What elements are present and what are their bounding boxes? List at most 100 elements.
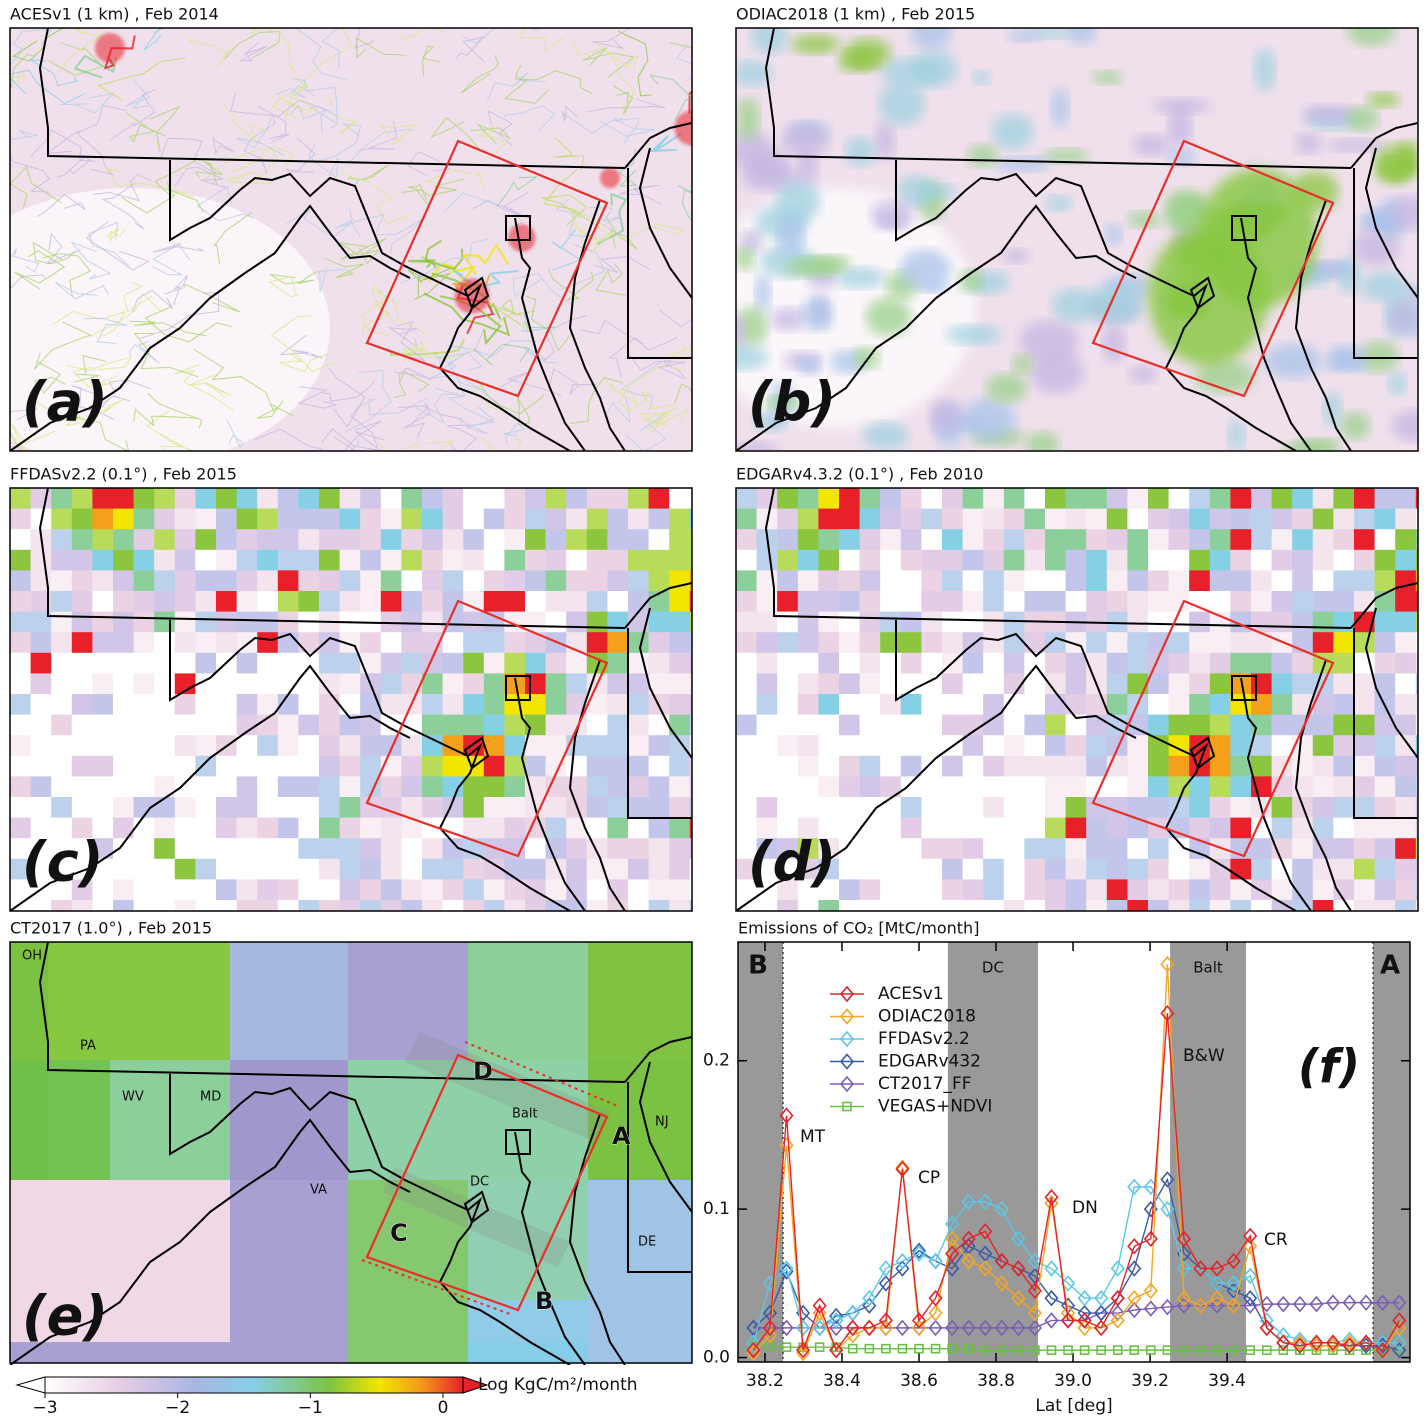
- grid-cell: [230, 1300, 349, 1343]
- grid-cell: [484, 756, 505, 777]
- grid-cell: [1024, 776, 1045, 797]
- grid-cell: [963, 838, 984, 859]
- grid-cell: [195, 818, 216, 839]
- grid-cell: [278, 818, 299, 839]
- grid-cell: [195, 488, 216, 509]
- grid-cell: [777, 694, 798, 715]
- grid-cell: [1107, 632, 1128, 653]
- grid-cell: [463, 509, 484, 530]
- grid-cell: [1127, 653, 1148, 674]
- grid-cell: [1148, 612, 1169, 633]
- grid-cell: [1045, 570, 1066, 591]
- grid-cell: [1292, 509, 1313, 530]
- grid-cell: [257, 529, 278, 550]
- grid-cell: [1189, 879, 1210, 900]
- grid-cell: [1066, 818, 1087, 839]
- grid-cell: [319, 653, 340, 674]
- grid-cell: [1354, 529, 1375, 550]
- grid-cell: [422, 509, 443, 530]
- grid-cell: [1086, 570, 1107, 591]
- grid-cell: [422, 879, 443, 900]
- grid-cell: [798, 529, 819, 550]
- grid-cell: [1292, 859, 1313, 880]
- grid-cell: [257, 673, 278, 694]
- grid-cell: [607, 612, 628, 633]
- grid-cell: [1313, 776, 1334, 797]
- grid-cell: [340, 879, 361, 900]
- grid-cell: [983, 570, 1004, 591]
- grid-cell: [1251, 550, 1272, 571]
- grid-cell: [422, 756, 443, 777]
- grid-cell: [1107, 838, 1128, 859]
- grid-cell: [51, 488, 72, 509]
- grid-cell: [880, 653, 901, 674]
- grid-cell: [1127, 838, 1148, 859]
- grid-cell: [484, 879, 505, 900]
- grid-cell: [422, 797, 443, 818]
- grid-cell: [422, 694, 443, 715]
- emission-blob: [1007, 29, 1041, 42]
- grid-cell: [31, 776, 52, 797]
- grid-cell: [1333, 550, 1354, 571]
- grid-cell: [798, 715, 819, 736]
- grid-cell: [736, 756, 757, 777]
- grid-cell: [1210, 776, 1231, 797]
- legend-label: FFDASv2.2: [878, 1029, 970, 1049]
- grid-cell: [588, 1342, 693, 1364]
- grid-cell: [1127, 756, 1148, 777]
- grid-cell: [963, 550, 984, 571]
- legend-label: ACESv1: [878, 984, 944, 1004]
- grid-cell: [484, 797, 505, 818]
- grid-cell: [484, 612, 505, 633]
- grid-cell: [607, 838, 628, 859]
- grid-cell: [1375, 756, 1396, 777]
- grid-cell: [92, 756, 113, 777]
- grid-cell: [628, 673, 649, 694]
- grid-cell: [860, 859, 881, 880]
- grid-cell: [963, 859, 984, 880]
- grid-cell: [1251, 591, 1272, 612]
- grid-cell: [72, 797, 93, 818]
- grid-cell: [546, 488, 567, 509]
- grid-cell: [525, 653, 546, 674]
- grid-cell: [340, 776, 361, 797]
- grid-cell: [1086, 591, 1107, 612]
- grid-cell: [588, 942, 693, 1061]
- grid-cell: [298, 776, 319, 797]
- grid-cell: [690, 797, 711, 818]
- map-label: D: [473, 1057, 493, 1085]
- map-label: DE: [638, 1235, 656, 1250]
- grid-cell: [818, 715, 839, 736]
- x-tick-label: 38.4: [823, 1371, 861, 1391]
- emission-blob: [1092, 71, 1123, 85]
- grid-cell: [1148, 797, 1169, 818]
- grid-cell: [319, 570, 340, 591]
- grid-cell: [443, 529, 464, 550]
- emission-blob: [1051, 88, 1069, 128]
- grid-cell: [319, 859, 340, 880]
- grid-cell: [942, 715, 963, 736]
- grid-cell: [154, 715, 175, 736]
- map-label: DC: [470, 1175, 489, 1190]
- grid-cell: [1024, 550, 1045, 571]
- grid-cell: [340, 818, 361, 839]
- grid-cell: [484, 673, 505, 694]
- grid-cell: [1086, 838, 1107, 859]
- grid-cell: [1086, 818, 1107, 839]
- grid-cell: [818, 632, 839, 653]
- grid-cell: [113, 612, 134, 633]
- grid-cell: [880, 838, 901, 859]
- emission-blob: [871, 200, 914, 230]
- grid-cell: [1066, 756, 1087, 777]
- grid-cell: [195, 715, 216, 736]
- grid-cell: [31, 715, 52, 736]
- grid-cell: [587, 632, 608, 653]
- grid-cell: [963, 735, 984, 756]
- grid-cell: [484, 509, 505, 530]
- grid-cell: [901, 570, 922, 591]
- grid-cell: [1169, 879, 1190, 900]
- grid-cell: [1045, 694, 1066, 715]
- grid-cell: [1169, 673, 1190, 694]
- emission-blob: [986, 373, 1028, 403]
- grid-cell: [736, 673, 757, 694]
